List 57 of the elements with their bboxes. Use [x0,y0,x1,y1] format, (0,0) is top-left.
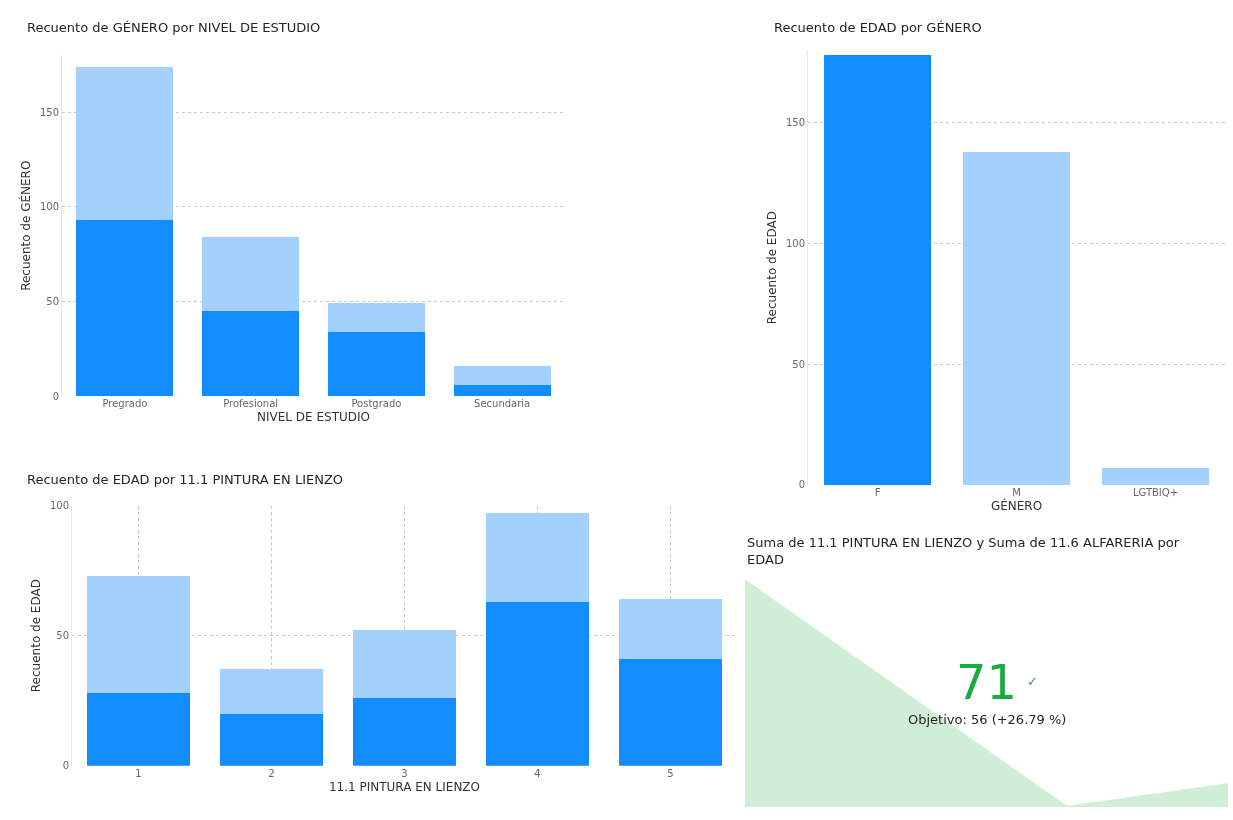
chart-title: Suma de 11.1 PINTURA EN LIENZO y Suma de 11.6 ALFARERIA por EDAD [747,535,1180,567]
x-axis-title: 11.1 PINTURA EN LIENZO [328,779,481,794]
bar [76,220,174,397]
bar [962,151,1071,485]
x-tick-label: F [874,486,881,498]
x-tick-label: M [1012,486,1021,498]
y-tick-label: 0 [52,390,59,402]
x-tick-label: 4 [534,767,541,779]
y-axis-title: Recuento de EDAD [29,579,44,693]
y-tick-label: 50 [792,358,805,370]
bar [1101,467,1210,485]
x-tick-label: LGTBIQ+ [1132,486,1179,498]
bar [453,384,551,397]
annotation: ✓ [1027,674,1038,689]
x-tick-label: Pregrado [102,398,148,410]
chart-title: Recuento de EDAD por GÉNERO [774,20,982,35]
bar [87,692,190,766]
x-tick-label: Profesional [223,398,279,410]
bar [220,713,323,766]
x-tick-label: Postgrado [351,398,402,410]
bar [486,601,589,766]
bar [353,698,456,766]
annotation: 71 [956,654,1018,710]
chart-title: Recuento de GÉNERO por NIVEL DE ESTUDIO [27,20,321,35]
bar [823,55,932,485]
y-tick-label: 0 [62,760,69,772]
y-axis-title: Recuento de EDAD [765,211,780,325]
y-tick-label: 150 [39,106,59,118]
bar [76,66,174,221]
x-tick-label: 3 [401,767,408,779]
x-axis-title: NIVEL DE ESTUDIO [257,410,370,425]
x-tick-label: 1 [135,767,142,779]
y-tick-label: 100 [785,237,805,249]
chart-title: Recuento de EDAD por 11.1 PINTURA EN LIENZO [27,472,344,487]
bar [327,331,425,397]
x-axis-title: GÉNERO [990,497,1043,513]
x-tick-label: 5 [667,767,674,779]
y-tick-label: 150 [785,117,805,129]
bar [619,659,722,766]
y-tick-label: 100 [49,500,69,512]
annotation: Objetivo: 56 (+26.79 %) [908,712,1067,727]
bar [202,237,300,311]
y-tick-label: 0 [798,479,805,491]
bar [87,575,190,693]
bar [353,630,456,699]
x-tick-label: 2 [268,767,275,779]
bar [202,310,300,397]
bar [327,303,425,332]
x-tick-label: Secundaria [474,398,531,410]
bar [453,365,551,385]
bar [486,513,589,602]
y-tick-label: 50 [56,630,69,642]
bar [220,669,323,714]
y-tick-label: 100 [39,201,59,213]
y-axis-title: Recuento de GÉNERO [18,160,34,291]
y-tick-label: 50 [46,296,59,307]
bar [619,599,722,660]
